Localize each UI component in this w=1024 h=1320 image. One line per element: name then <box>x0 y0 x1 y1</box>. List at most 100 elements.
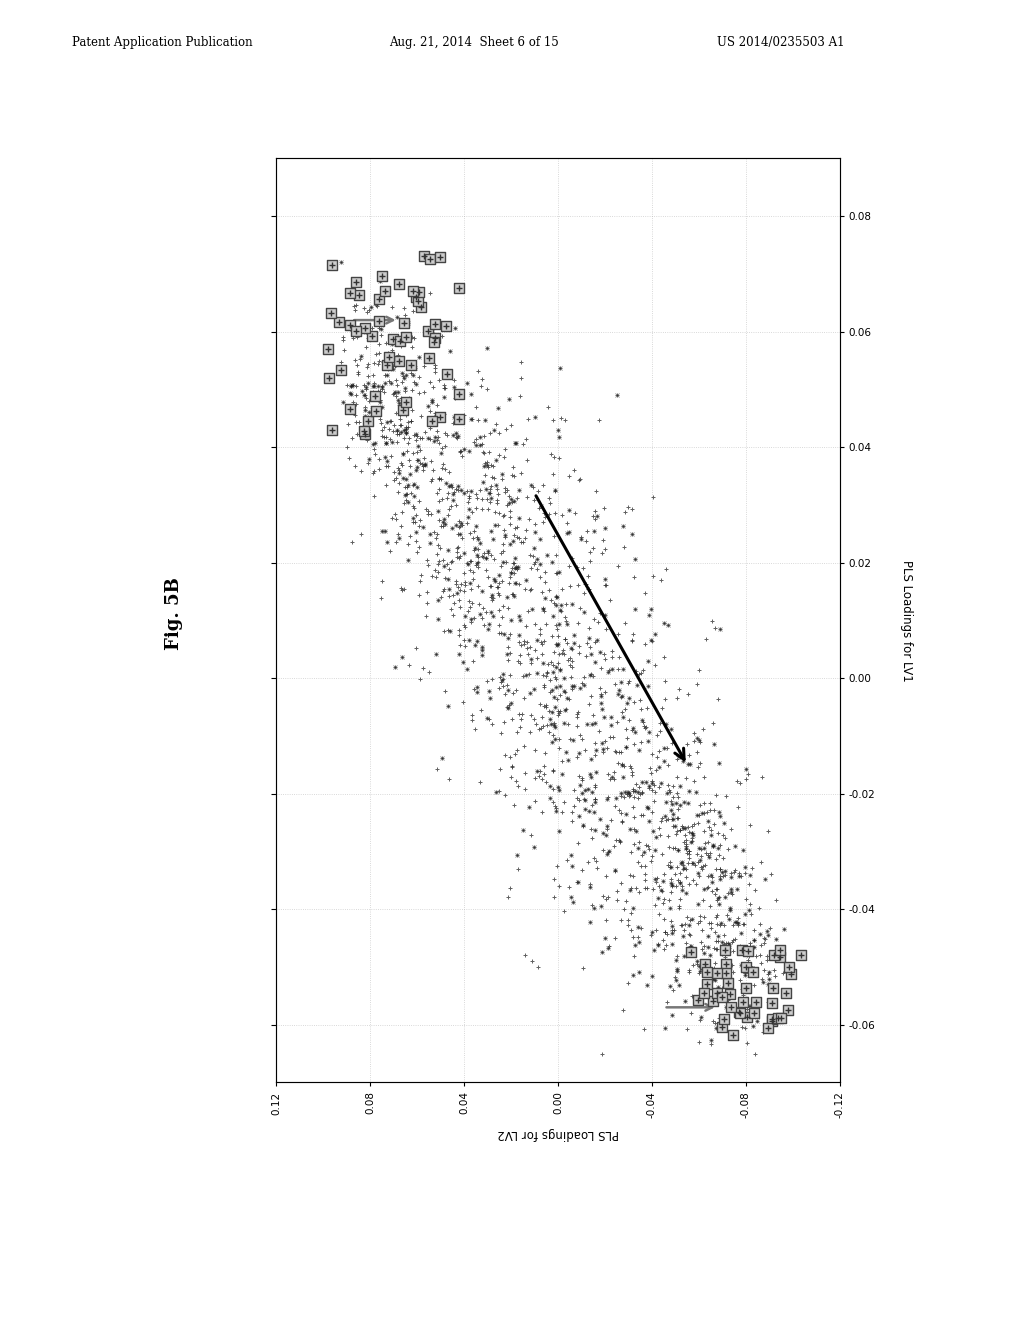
Point <box>372 408 388 429</box>
Point <box>741 936 758 957</box>
Point <box>423 411 439 432</box>
Point <box>584 781 600 803</box>
Point <box>732 1002 749 1023</box>
Point <box>398 483 415 504</box>
Point <box>352 345 369 366</box>
Point <box>554 750 570 771</box>
Point <box>594 941 610 962</box>
Point <box>690 990 707 1011</box>
Point <box>468 681 484 702</box>
Point <box>395 312 412 333</box>
Point <box>475 546 492 568</box>
Point <box>460 601 476 622</box>
Point <box>647 826 664 847</box>
Point <box>466 432 482 453</box>
Point <box>672 818 688 840</box>
Point <box>527 407 544 428</box>
Point <box>434 457 451 478</box>
Point <box>688 781 705 803</box>
Point <box>385 358 401 379</box>
Point <box>597 648 613 669</box>
Point <box>615 536 632 557</box>
Point <box>406 498 422 519</box>
Point <box>366 375 382 396</box>
Point <box>568 556 585 577</box>
Point <box>322 367 338 388</box>
Point <box>571 597 588 618</box>
Point <box>586 801 602 822</box>
Point <box>689 813 706 834</box>
Point <box>449 384 465 405</box>
Point <box>416 246 432 267</box>
Point <box>667 863 683 884</box>
Point <box>357 399 374 420</box>
Point <box>690 863 707 884</box>
Point <box>503 610 519 631</box>
Point <box>516 630 532 651</box>
Point <box>377 520 393 541</box>
Point <box>469 527 485 548</box>
Point <box>753 945 769 966</box>
Point <box>588 741 604 762</box>
Point <box>669 857 685 878</box>
Point <box>611 647 628 668</box>
Point <box>474 488 490 510</box>
Point <box>560 688 577 709</box>
Point <box>535 598 551 619</box>
Point <box>630 838 646 859</box>
Point <box>582 763 598 784</box>
Point <box>534 581 550 602</box>
Point <box>684 822 700 843</box>
Point <box>461 499 477 520</box>
Point <box>522 579 539 601</box>
Point <box>654 870 671 891</box>
Point <box>356 407 373 428</box>
Point <box>447 573 464 594</box>
Point <box>543 590 559 611</box>
Point <box>712 834 728 855</box>
Point <box>498 552 514 573</box>
Point <box>500 636 516 657</box>
Point <box>501 388 517 409</box>
Point <box>446 376 463 397</box>
Point <box>377 364 393 385</box>
Point <box>452 383 468 404</box>
Point <box>631 882 647 903</box>
Point <box>364 326 380 347</box>
Point <box>659 755 676 776</box>
Point <box>382 351 398 372</box>
Point <box>500 678 516 700</box>
Point <box>357 424 374 445</box>
Point <box>535 652 551 673</box>
Point <box>680 915 696 936</box>
Point <box>634 845 650 866</box>
Point <box>541 722 557 743</box>
Point <box>502 746 518 767</box>
Point <box>460 553 476 574</box>
Point <box>447 422 464 444</box>
Point <box>691 1031 708 1052</box>
Point <box>393 335 410 356</box>
Point <box>537 572 553 593</box>
Point <box>679 843 695 865</box>
Point <box>736 913 753 935</box>
Point <box>622 785 638 807</box>
Point <box>506 490 522 511</box>
Point <box>624 902 640 923</box>
Point <box>600 937 616 958</box>
Point <box>714 1016 730 1038</box>
Point <box>554 639 570 660</box>
Point <box>571 742 588 763</box>
Point <box>589 857 605 878</box>
Point <box>360 391 377 412</box>
Point <box>764 993 780 1014</box>
Point <box>781 956 798 977</box>
Point <box>641 810 657 832</box>
Point <box>481 681 498 702</box>
Point <box>548 801 564 822</box>
Point <box>499 586 515 607</box>
Point <box>746 879 763 900</box>
Point <box>374 376 390 397</box>
Point <box>399 474 416 495</box>
Point <box>526 537 543 558</box>
